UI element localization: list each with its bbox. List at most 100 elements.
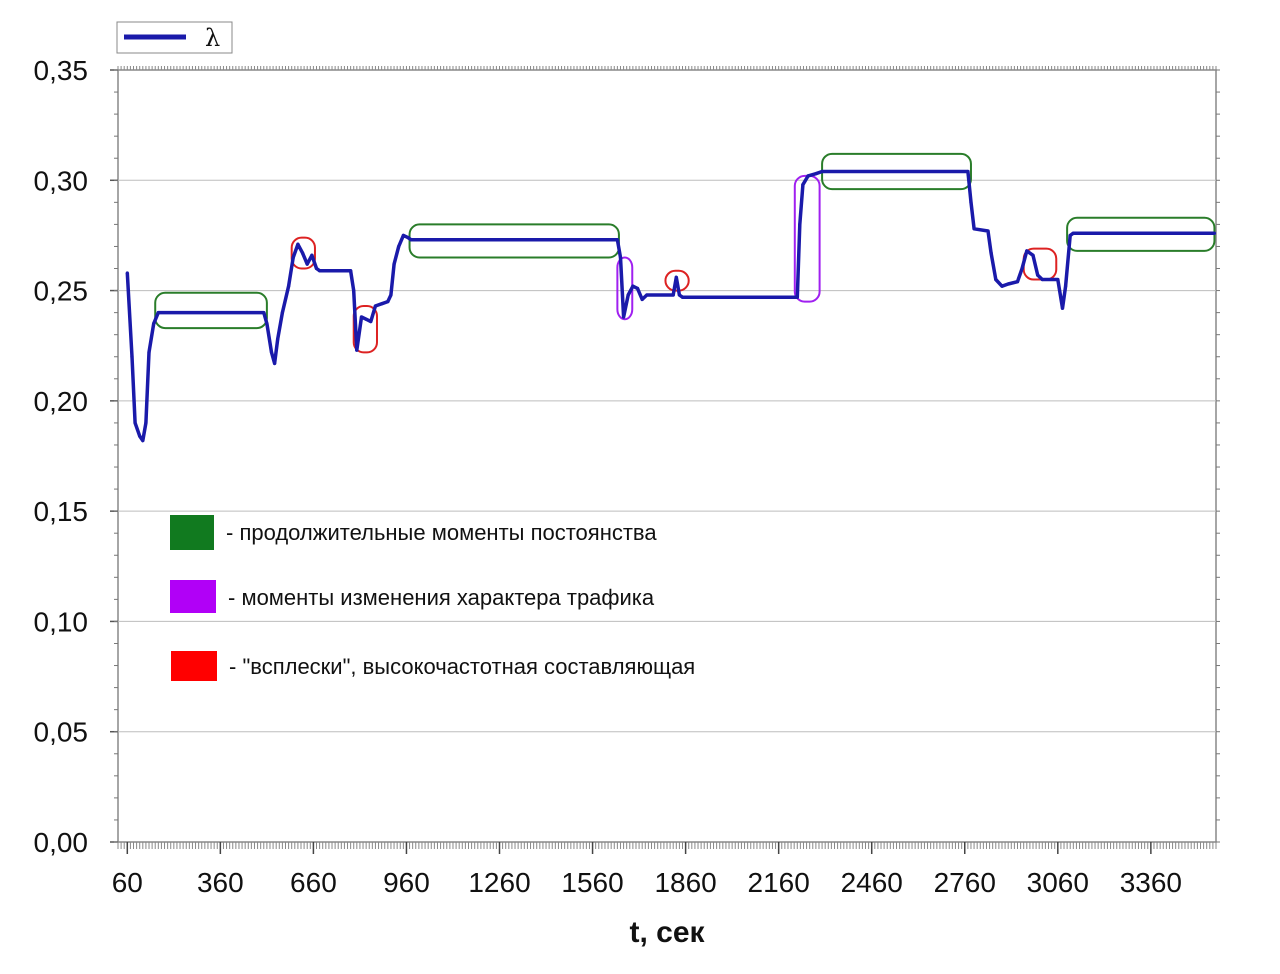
- legend-entry-lambda: λ: [205, 24, 220, 52]
- data-point: [269, 350, 274, 354]
- data-point: [801, 183, 805, 187]
- data-point: [144, 421, 148, 425]
- data-point: [130, 355, 134, 359]
- data-point: [677, 293, 682, 297]
- x-axis-label: t, сек: [629, 916, 705, 949]
- annotations: - продолжительные моменты постоянства - …: [170, 515, 695, 681]
- y-tick-label: 0,05: [34, 717, 89, 748]
- y-tick-label: 0,00: [34, 827, 89, 858]
- data-point: [640, 297, 644, 301]
- data-point: [631, 284, 635, 288]
- data-point: [152, 322, 156, 326]
- data-point: [352, 288, 356, 293]
- x-tick-label: 1260: [468, 867, 530, 898]
- data-point: [1056, 277, 1060, 282]
- data-point: [1031, 253, 1035, 257]
- data-point: [1020, 266, 1024, 271]
- data-point: [291, 255, 295, 260]
- data-point: [280, 311, 284, 315]
- data-point: [969, 200, 973, 204]
- x-tick-label: 360: [197, 867, 244, 898]
- plot-area: [117, 69, 1217, 843]
- x-tick-label: 1560: [561, 867, 623, 898]
- data-point: [397, 244, 401, 249]
- data-point: [1071, 231, 1075, 235]
- data-point: [1036, 273, 1040, 277]
- data-point: [369, 319, 373, 324]
- data-point: [986, 229, 990, 233]
- data-point: [615, 238, 619, 242]
- data-point: [276, 337, 280, 341]
- region-constancy: [154, 291, 268, 330]
- annotation-swatch-burst: [171, 651, 217, 681]
- legend: λ: [116, 21, 233, 54]
- data-point: [286, 284, 291, 288]
- data-point: [674, 275, 678, 279]
- data-point: [1212, 231, 1217, 235]
- annotation-text-constancy: - продолжительные моменты постоянства: [226, 520, 657, 545]
- data-point: [972, 227, 976, 231]
- y-tick-label: 0,10: [34, 606, 89, 637]
- series-lambda: [125, 169, 1217, 443]
- data-point: [386, 300, 390, 304]
- data-point: [359, 315, 364, 319]
- data-point: [296, 242, 300, 246]
- annotation-swatch-change: [170, 580, 216, 613]
- data-point: [645, 293, 649, 297]
- x-tick-label: 1860: [654, 867, 716, 898]
- data-point: [318, 269, 322, 273]
- data-point: [147, 350, 151, 354]
- data-point: [125, 271, 129, 275]
- data-point: [401, 233, 405, 238]
- x-tick-label: 2460: [841, 867, 903, 898]
- data-point: [392, 262, 396, 266]
- region-burst: [290, 236, 316, 270]
- data-point: [1015, 280, 1020, 284]
- y-tick-label: 0,35: [34, 55, 89, 86]
- y-tick-label: 0,30: [34, 165, 89, 196]
- data-point: [1040, 277, 1044, 282]
- data-point: [355, 348, 359, 352]
- data-point: [1063, 284, 1068, 288]
- data-point: [380, 302, 384, 306]
- data-point: [626, 293, 630, 297]
- x-tick-label: 2760: [934, 867, 996, 898]
- data-point: [1060, 306, 1065, 310]
- minor-ticks: [114, 66, 1220, 849]
- annotation-text-change: - моменты изменения характера трафика: [228, 585, 655, 610]
- data-point: [305, 262, 309, 266]
- data-point: [618, 255, 623, 260]
- data-point: [300, 251, 305, 255]
- data-point: [349, 269, 353, 273]
- annotation-text-burst: - "всплески", высокочастотная составляющ…: [229, 654, 695, 679]
- data-point: [1068, 233, 1072, 238]
- x-tick-label: 3360: [1120, 867, 1182, 898]
- data-point: [389, 293, 393, 297]
- x-tick-label: 660: [290, 867, 337, 898]
- data-point: [814, 172, 818, 176]
- data-point: [310, 253, 314, 257]
- x-tick-label: 60: [112, 867, 143, 898]
- data-point: [621, 315, 626, 319]
- data-point: [1006, 282, 1010, 286]
- data-point: [265, 322, 269, 326]
- data-point: [156, 311, 160, 315]
- data-point: [133, 421, 137, 425]
- annotation-swatch-constancy: [170, 515, 214, 550]
- y-tick-label: 0,25: [34, 276, 89, 307]
- series-line: [125, 169, 1215, 443]
- y-tick-label: 0,15: [34, 496, 89, 527]
- data-point: [806, 174, 810, 178]
- data-point: [820, 169, 824, 174]
- data-point: [406, 236, 410, 240]
- data-point: [141, 438, 145, 443]
- data-point: [671, 293, 675, 297]
- data-point: [364, 317, 368, 321]
- data-point: [262, 311, 266, 315]
- data-point: [373, 304, 378, 308]
- region-burst: [352, 305, 378, 354]
- y-tick-labels: 0,00 0,05 0,10 0,15 0,20 0,25 0,30 0,35: [34, 55, 89, 858]
- data-point: [795, 295, 799, 299]
- data-point: [966, 169, 970, 174]
